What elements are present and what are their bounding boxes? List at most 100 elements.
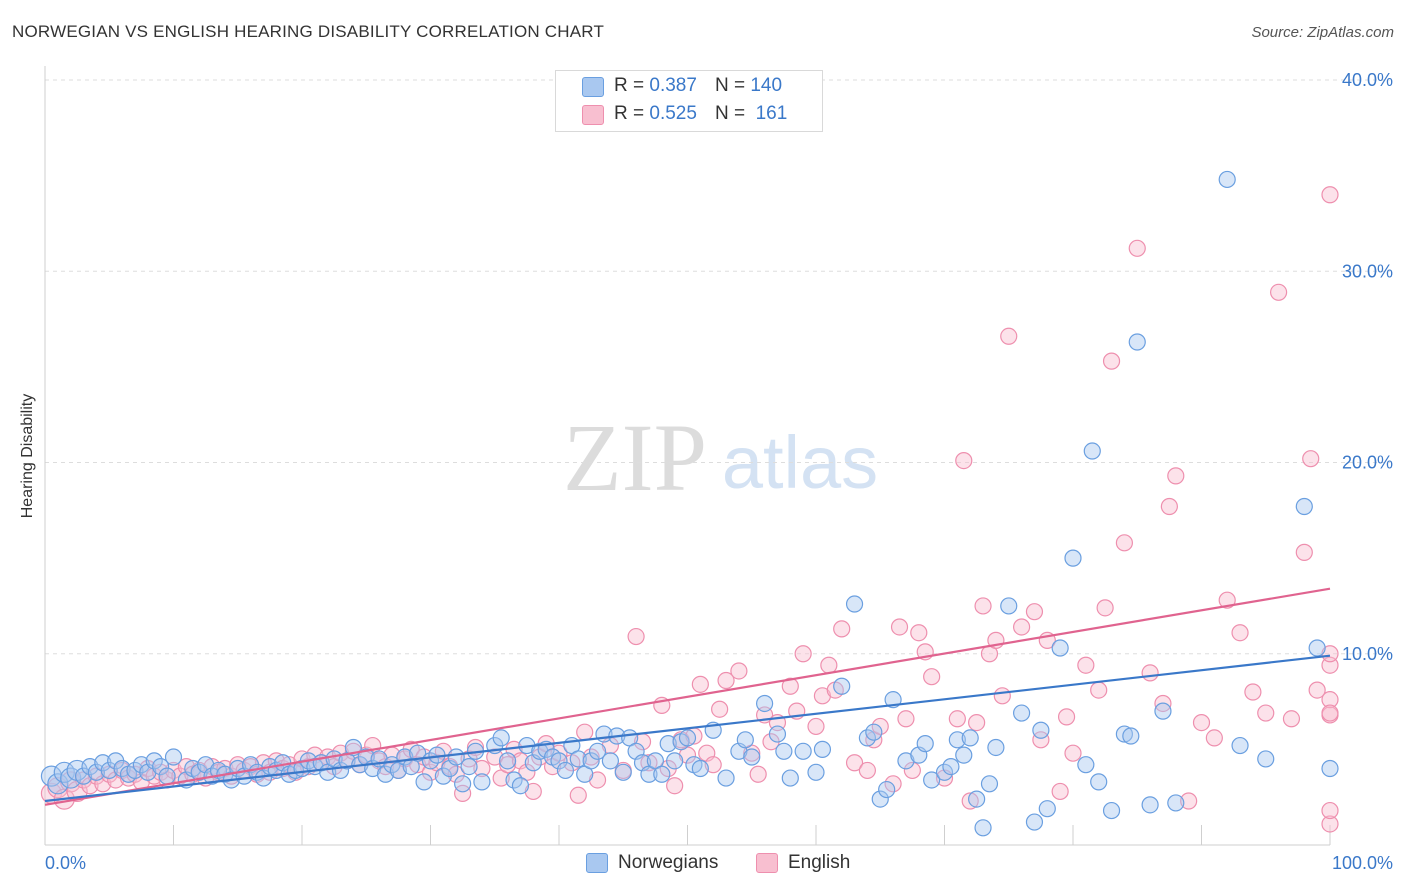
stats-legend: R = 0.387 N = 140 R = 0.525 N = 161 [555,70,823,132]
norwegians-point [974,819,992,837]
english-point [961,792,979,810]
norwegians-point [87,763,106,781]
english-point [576,723,594,741]
norwegians-point [473,773,491,791]
english-point [1012,618,1031,636]
english-point [447,765,465,783]
norwegians-point [492,729,510,747]
norwegians-point [955,746,973,764]
english-point [1302,450,1320,468]
english-point [955,451,973,470]
english-point [923,668,941,686]
norwegians-point [980,775,999,793]
r-label: R = [614,103,645,124]
norwegians-point [1167,794,1185,812]
english-point [1321,815,1339,833]
english-point [948,710,966,728]
english-point [910,624,928,642]
english-point [833,620,851,638]
english-point [974,597,992,615]
english-point [903,761,921,780]
norwegians-point [1295,497,1313,516]
norwegians-point [1308,639,1326,657]
legend-item-norwegians[interactable]: Norwegians [586,852,718,874]
norwegians-point [916,735,934,753]
norwegians-point [126,761,144,780]
english-swatch [582,105,604,125]
norwegians-point [678,729,697,747]
stats-row-norwegians: R = 0.387 N = 140 [614,73,782,99]
english-point [499,756,517,774]
y-tick-label: 30.0% [1342,261,1393,281]
norwegians-point [376,765,395,783]
norwegians-point [653,765,671,783]
trend-lines [44,587,1331,806]
norwegians-point [666,752,684,770]
norwegians-point [948,731,966,749]
english-point [1115,534,1134,552]
english-point [820,656,838,674]
english-point [1205,729,1223,747]
norwegians-point [1115,725,1134,743]
english-point [807,717,825,736]
norwegians-point [1122,727,1140,745]
legend-item-english[interactable]: English [756,852,850,874]
norwegians-point [1025,813,1044,831]
english-point [1231,624,1249,642]
norwegians-point [1032,721,1050,739]
english-point [1102,352,1121,370]
english-point [749,765,767,783]
norwegians-point [409,744,427,762]
norwegians-point [871,790,889,808]
english-point [1218,591,1236,609]
norwegians-point [47,773,69,795]
norwegians-point [556,761,575,780]
english-point [691,675,709,693]
norwegians-point [164,748,183,766]
english-point [897,710,915,728]
english-point [454,784,472,802]
english-point [993,687,1011,705]
norwegians-point [807,763,825,781]
norwegians-point [152,757,170,776]
english-point [968,713,986,732]
norwegians-point [550,752,568,770]
norwegians-point [100,761,118,780]
norwegians-point [1038,800,1056,818]
norwegians-trend-line [44,654,1331,803]
legend-label-norwegians: Norwegians [618,852,719,873]
n-value-norwegians: 140 [750,75,783,96]
english-point [890,618,909,636]
english-point [1308,681,1326,699]
norwegians-point [614,763,632,781]
english-point [1000,327,1018,345]
english-point [1077,656,1095,674]
english-point [858,761,877,780]
y-tick-label: 20.0% [1342,453,1393,473]
english-trend-line [44,587,1331,806]
y-tick-label: 10.0% [1342,644,1393,664]
english-point [164,761,183,780]
norwegians-point [113,759,131,778]
norwegians-legend-swatch [586,853,608,873]
norwegians-swatch [582,77,604,97]
norwegians-point [1000,597,1018,615]
english-point [582,748,600,766]
r-value-norwegians: 0.387 [649,75,697,96]
english-point [730,662,748,680]
series-legend: Norwegians English [0,852,1406,878]
norwegians-point [569,750,587,768]
norwegians-point [81,757,99,776]
english-point [473,759,491,778]
norwegians-point [775,742,793,760]
norwegians-point [781,769,799,787]
norwegians-point [935,763,954,781]
n-label: N = [714,75,746,96]
norwegians-point [942,757,960,776]
norwegians-point [755,694,774,713]
legend-label-english: English [788,852,851,873]
norwegians-point [158,767,176,785]
norwegians-point [736,731,754,749]
english-point [1025,603,1044,621]
norwegians-point [1077,756,1095,774]
